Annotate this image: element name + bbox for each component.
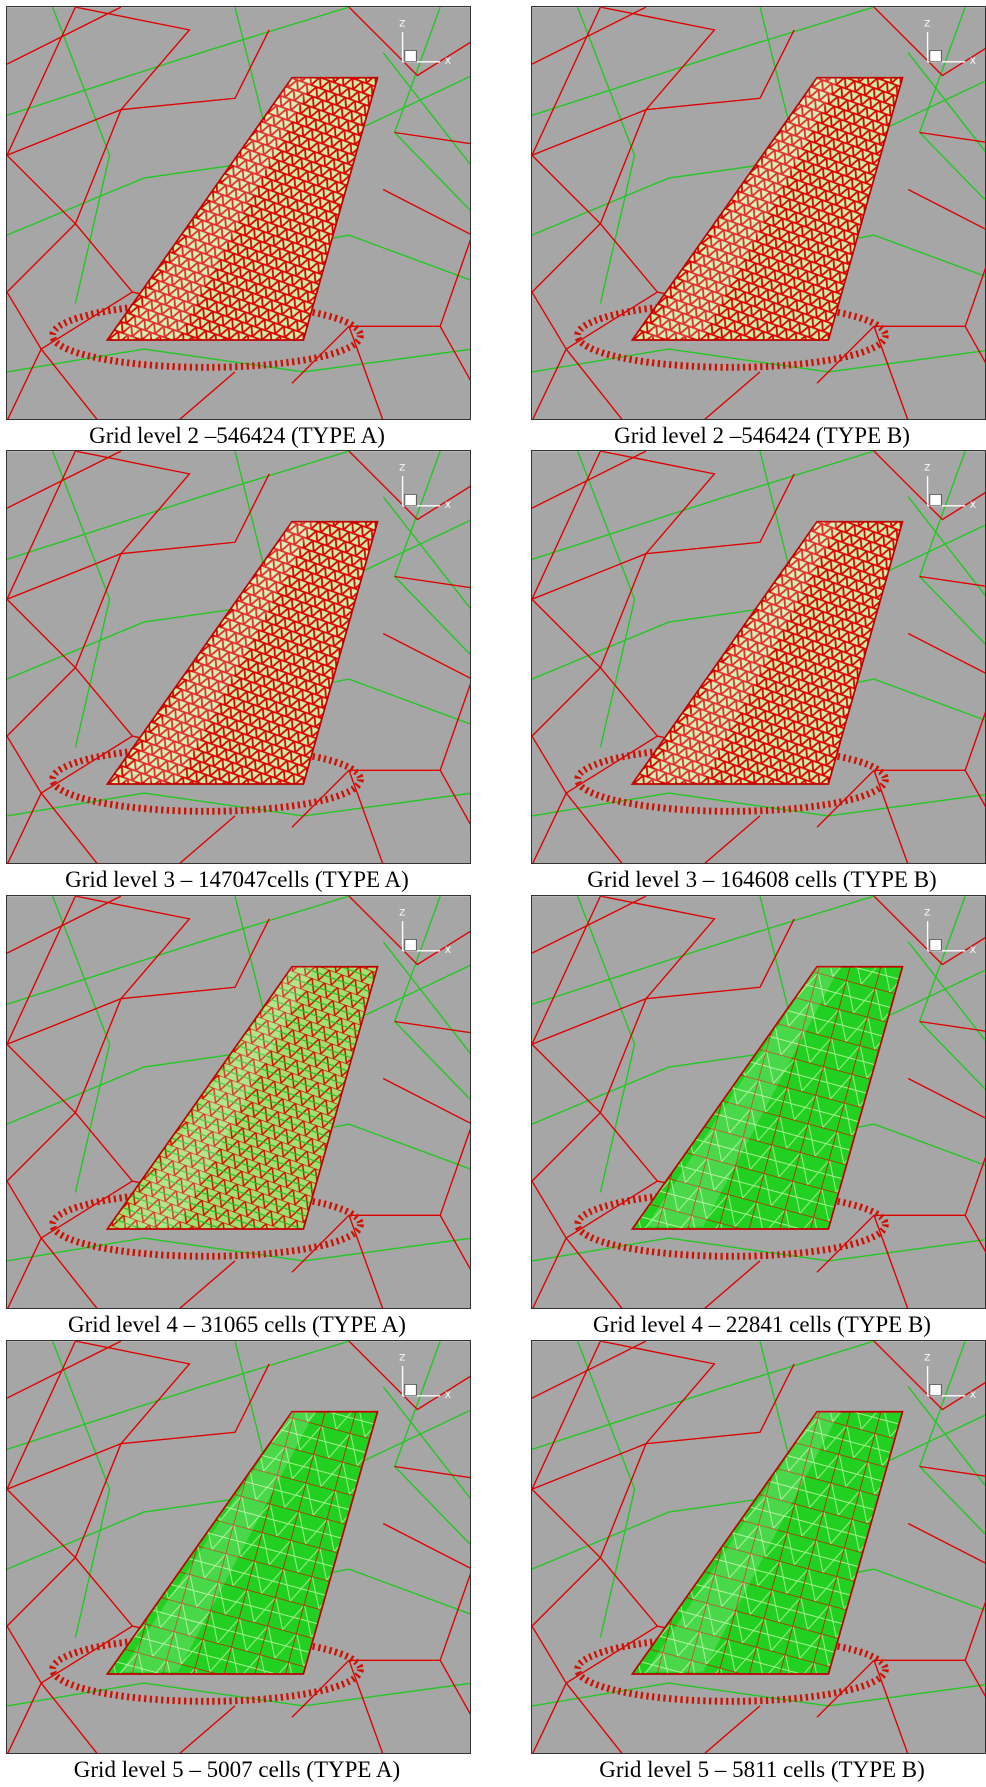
axis-label: X: [970, 501, 976, 511]
axis-label: X: [970, 946, 976, 956]
axis-label: Z: [399, 463, 405, 473]
caption: Grid level 3 – 147047cells (TYPE A): [0, 867, 497, 893]
mesh-render: [7, 896, 471, 1309]
caption: Grid level 5 – 5811 cells (TYPE B): [502, 1757, 986, 1783]
mesh-render: [7, 1341, 471, 1754]
axis-label: X: [970, 1391, 976, 1401]
mesh-render: [532, 451, 986, 864]
axis-label: Z: [399, 19, 405, 29]
mesh-render: [532, 1341, 986, 1754]
caption: Grid level 2 –546424 (TYPE B): [502, 423, 986, 449]
axis-label: X: [445, 1391, 451, 1401]
mesh-image: ZX: [532, 1341, 986, 1754]
caption: Grid level 4 – 31065 cells (TYPE A): [0, 1312, 497, 1338]
mesh-image: ZX: [7, 896, 471, 1309]
mesh-image: ZX: [532, 896, 986, 1309]
mesh-image: ZX: [7, 7, 471, 420]
axis-label: Z: [924, 463, 930, 473]
mesh-image: ZX: [532, 7, 986, 420]
axis-label: X: [970, 57, 976, 67]
mesh-image: ZX: [7, 1341, 471, 1754]
mesh-render: [532, 896, 986, 1309]
axis-label: X: [445, 57, 451, 67]
mesh-render: [7, 451, 471, 864]
caption: Grid level 3 – 164608 cells (TYPE B): [502, 867, 986, 893]
caption: Grid level 4 – 22841 cells (TYPE B): [502, 1312, 986, 1338]
axis-label: X: [445, 946, 451, 956]
mesh-image: ZX: [532, 451, 986, 864]
caption: Grid level 5 – 5007 cells (TYPE A): [0, 1757, 497, 1783]
axis-label: Z: [399, 908, 405, 918]
axis-label: Z: [924, 19, 930, 29]
axis-label: X: [445, 501, 451, 511]
axis-label: Z: [924, 908, 930, 918]
figure: ZXGrid level 2 –546424 (TYPE A)ZXGrid le…: [0, 0, 986, 1787]
mesh-image: ZX: [7, 451, 471, 864]
caption: Grid level 2 –546424 (TYPE A): [0, 423, 497, 449]
mesh-render: [532, 7, 986, 420]
axis-label: Z: [924, 1353, 930, 1363]
mesh-render: [7, 7, 471, 420]
axis-label: Z: [399, 1353, 405, 1363]
